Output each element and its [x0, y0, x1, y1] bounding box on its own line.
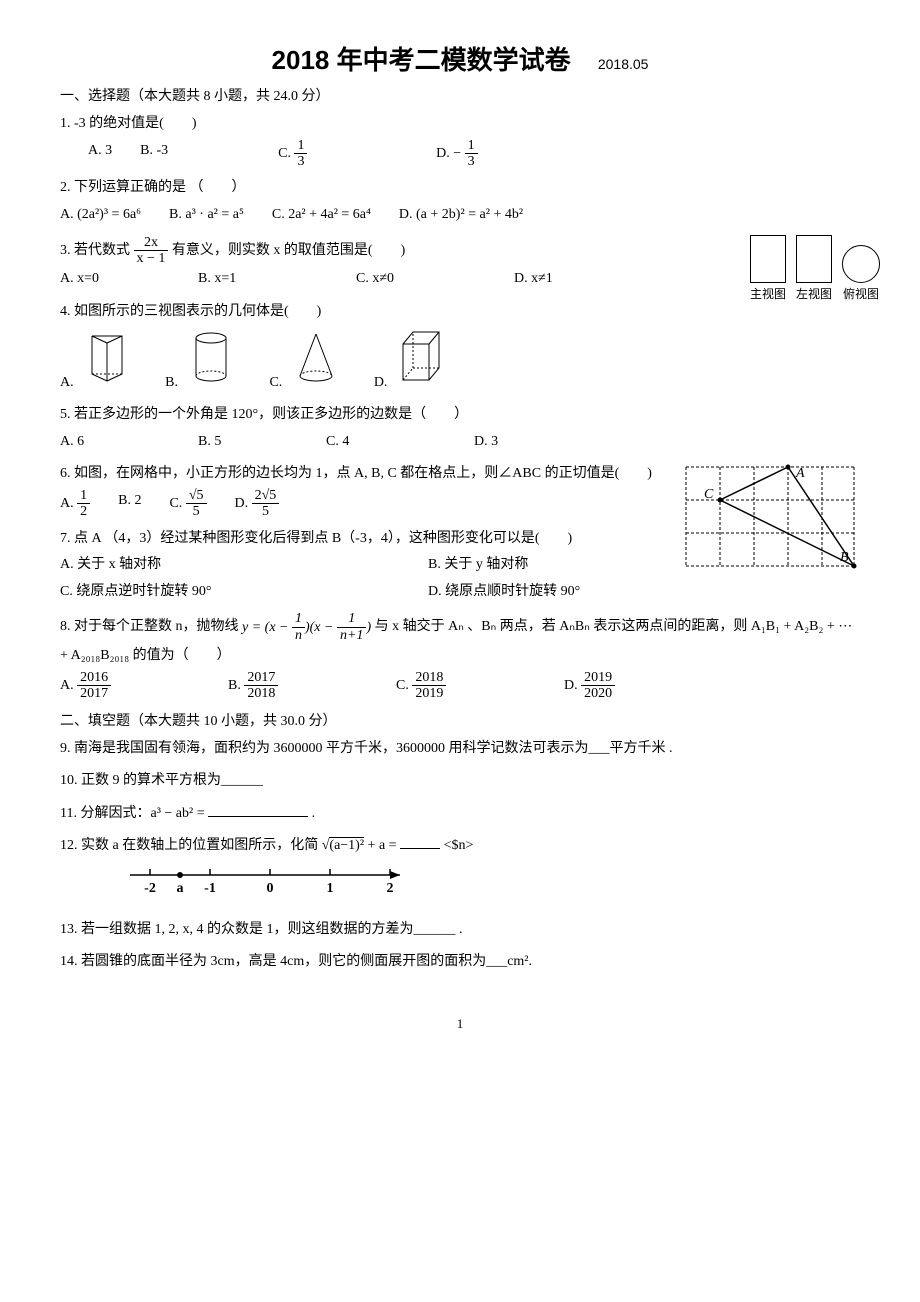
- q6-opt-a: A. 12: [60, 488, 90, 520]
- q4-stem: 4. 如图所示的三视图表示的几何体是( ): [60, 299, 860, 326]
- exam-date: 2018.05: [598, 56, 649, 72]
- question-13: 13. 若一组数据 1, 2, x, 4 的众数是 1，则这组数据的方差为___…: [60, 917, 860, 944]
- q8-opt-b: B. 20172018: [228, 670, 368, 702]
- question-7: 7. 点 A （4，3）经过某种图形变化后得到点 B（-3，4），这种图形变化可…: [60, 526, 860, 606]
- question-2: 2. 下列运算正确的是 （ ） A. (2a²)³ = 6a⁶ B. a³ · …: [60, 175, 860, 228]
- q7-opt-b: B. 关于 y 轴对称: [428, 552, 796, 579]
- svg-text:2: 2: [387, 881, 394, 896]
- q2-opt-d: D. (a + 2b)² = a² + 4b²: [399, 202, 523, 229]
- q1-opt-d: D. − 13: [436, 138, 478, 170]
- question-8: 8. 对于每个正整数 n，抛物线 y = (x − 1n)(x − 1n+1) …: [60, 611, 860, 701]
- cuboid-icon: [391, 326, 451, 386]
- svg-text:-1: -1: [204, 881, 216, 896]
- number-line-diagram: -2 a -1 0 1 2: [120, 860, 860, 911]
- question-1: 1. -3 的绝对值是( ) A. 3 B. -3 C. 13 D. − 13: [60, 111, 860, 169]
- q3-opt-a: A. x=0: [60, 266, 170, 293]
- q2-stem: 2. 下列运算正确的是 （ ）: [60, 175, 860, 202]
- q8-opt-a: A. 20162017: [60, 670, 200, 702]
- q5-stem: 5. 若正多边形的一个外角是 120°，则该正多边形的边数是（ ）: [60, 402, 860, 429]
- q5-opt-d: D. 3: [474, 429, 498, 456]
- grid-label-a: A: [795, 466, 805, 481]
- question-10: 10. 正数 9 的算术平方根为______: [60, 768, 860, 795]
- blank-field: [400, 848, 440, 849]
- q1-opt-b: B. -3: [140, 138, 250, 170]
- q3-opt-c: C. x≠0: [356, 266, 486, 293]
- q3-stem: 3. 若代数式 2xx − 1 有意义，则实数 x 的取值范围是( ): [60, 235, 860, 267]
- q6-opt-b: B. 2: [118, 488, 141, 520]
- q8-opt-d: D. 20192020: [564, 670, 615, 702]
- cone-icon: [286, 326, 346, 386]
- question-12: 12. 实数 a 在数轴上的位置如图所示，化简 √(a−1)² + a = <$…: [60, 833, 860, 910]
- q2-opt-b: B. a³ · a² = a⁵: [169, 202, 244, 229]
- q1-opt-a: A. 3: [88, 138, 112, 170]
- q5-opt-b: B. 5: [198, 429, 298, 456]
- q5-opt-a: A. 6: [60, 429, 170, 456]
- q4-opt-c: C.: [269, 326, 345, 397]
- q7-opt-d: D. 绕原点顺时针旋转 90°: [428, 579, 796, 606]
- front-view-icon: [750, 235, 786, 283]
- q8-opt-c: C. 20182019: [396, 670, 536, 702]
- q1-stem: 1. -3 的绝对值是( ): [60, 111, 860, 138]
- section-1-heading: 一、选择题（本大题共 8 小题，共 24.0 分）: [60, 85, 860, 105]
- section-2-heading: 二、填空题（本大题共 10 小题，共 30.0 分）: [60, 710, 860, 730]
- svg-text:1: 1: [327, 881, 334, 896]
- q4-opt-a: A.: [60, 326, 137, 397]
- svg-text:a: a: [177, 881, 184, 896]
- q2-opt-c: C. 2a² + 4a² = 6a⁴: [272, 202, 371, 229]
- page-number: 1: [60, 1016, 860, 1032]
- q6-opt-d: D. 2√55: [235, 488, 280, 520]
- blank-field: [208, 816, 308, 817]
- question-5: 5. 若正多边形的一个外角是 120°，则该正多边形的边数是（ ） A. 6 B…: [60, 402, 860, 455]
- q8-stem: 8. 对于每个正整数 n，抛物线 y = (x − 1n)(x − 1n+1) …: [60, 611, 860, 669]
- question-3: 3. 若代数式 2xx − 1 有意义，则实数 x 的取值范围是( ) A. x…: [60, 235, 860, 293]
- cylinder-icon: [181, 326, 241, 386]
- question-11: 11. 分解因式：a³ − ab² = .: [60, 801, 860, 828]
- q6-opt-c: C. √55: [169, 488, 206, 520]
- q4-opt-d: D.: [374, 326, 451, 397]
- question-6: 6. 如图，在网格中，小正方形的边长均为 1，点 A, B, C 都在格点上，则…: [60, 461, 860, 519]
- left-view-icon: [796, 235, 832, 283]
- question-4: 4. 如图所示的三视图表示的几何体是( ) A. B. C.: [60, 299, 860, 396]
- q2-opt-a: A. (2a²)³ = 6a⁶: [60, 202, 141, 229]
- q4-opt-b: B.: [165, 326, 241, 397]
- q1-opt-c: C. 13: [278, 138, 408, 170]
- title-text: 2018 年中考二模数学试卷: [272, 45, 571, 75]
- q12-expr: √(a−1)² + a =: [322, 837, 400, 853]
- q6-stem: 6. 如图，在网格中，小正方形的边长均为 1，点 A, B, C 都在格点上，则…: [60, 461, 670, 488]
- grid-label-c: C: [704, 487, 714, 502]
- top-view-icon: [842, 245, 880, 283]
- exam-title: 2018 年中考二模数学试卷 2018.05: [60, 40, 860, 77]
- q3-opt-d: D. x≠1: [514, 266, 553, 293]
- three-views-diagram: 主视图 左视图 俯视图: [750, 235, 880, 306]
- q7-opt-a: A. 关于 x 轴对称: [60, 552, 428, 579]
- q7-stem: 7. 点 A （4，3）经过某种图形变化后得到点 B（-3，4），这种图形变化可…: [60, 526, 860, 553]
- question-14: 14. 若圆锥的底面半径为 3cm，高是 4cm，则它的侧面展开图的面积为___…: [60, 949, 860, 976]
- q7-opt-c: C. 绕原点逆时针旋转 90°: [60, 579, 428, 606]
- svg-text:0: 0: [267, 881, 274, 896]
- svg-text:-2: -2: [144, 881, 156, 896]
- q3-opt-b: B. x=1: [198, 266, 328, 293]
- prism-icon: [77, 326, 137, 386]
- question-9: 9. 南海是我国固有领海，面积约为 3600000 平方千米，3600000 用…: [60, 736, 860, 763]
- q5-opt-c: C. 4: [326, 429, 446, 456]
